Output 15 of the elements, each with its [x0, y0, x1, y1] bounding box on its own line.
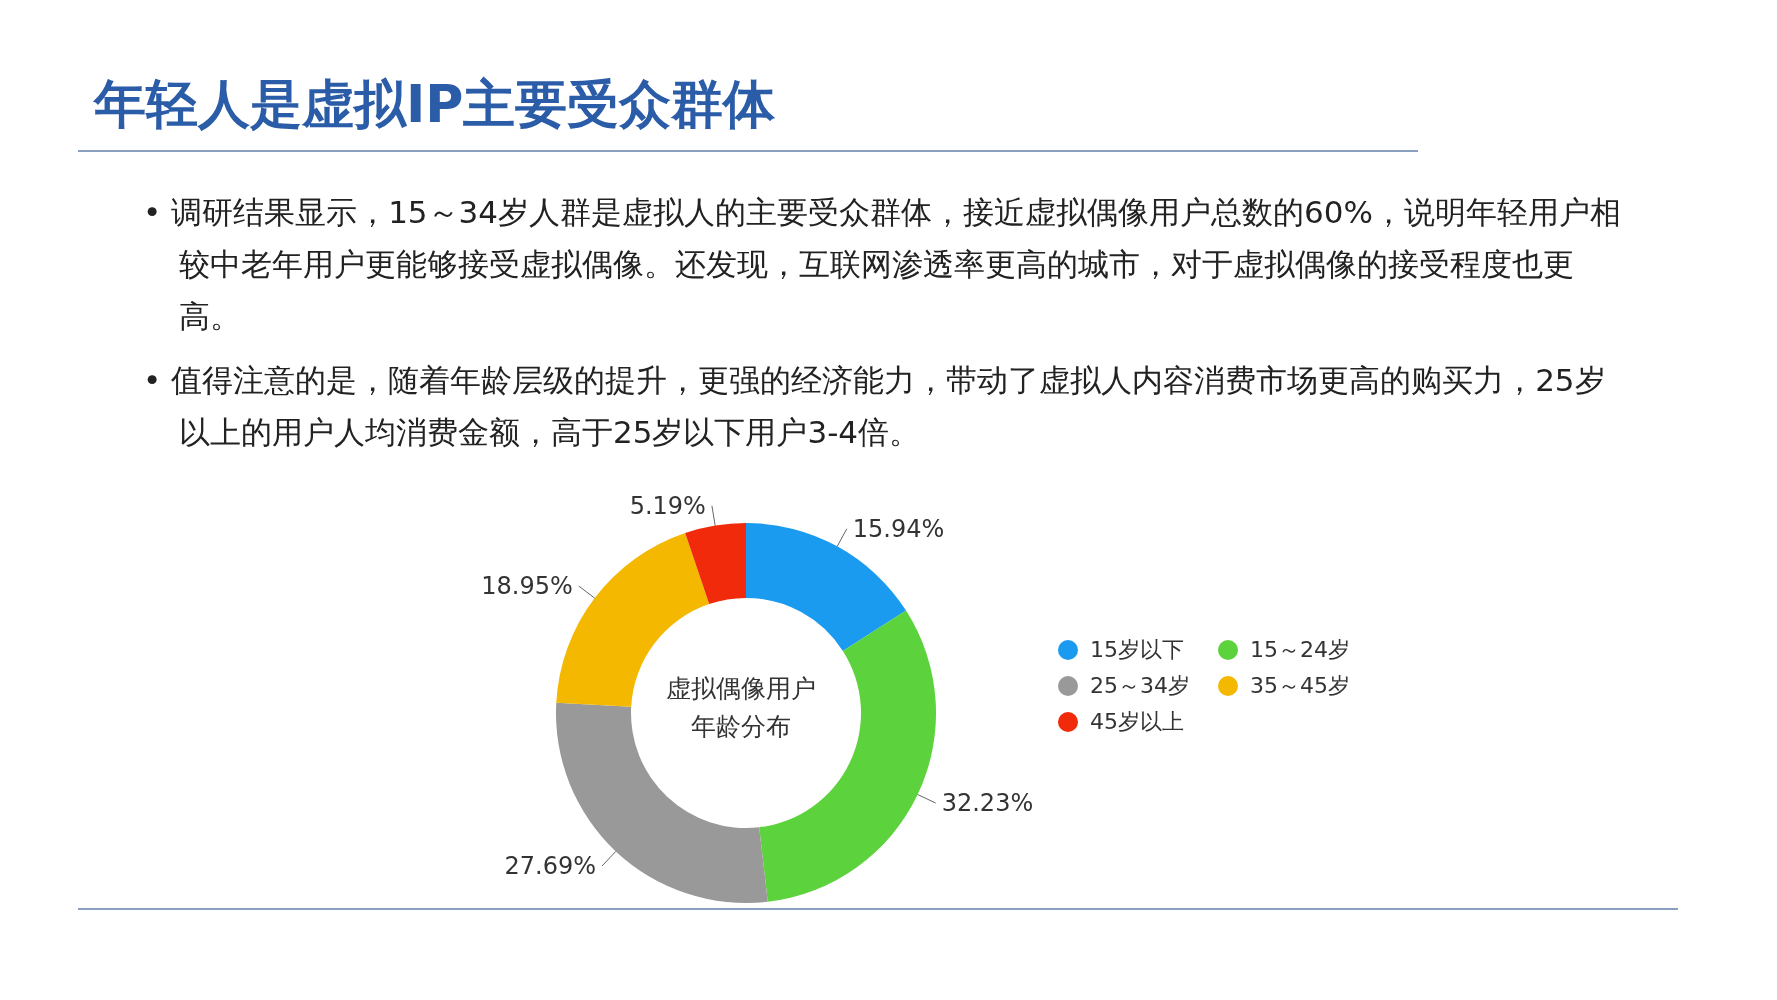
data-label: 32.23%	[941, 789, 1034, 818]
text: • 值得注意的是，随着年龄层级的提升，更强的经济能力，带动了虚拟人内容消费市场更高的购买力，25岁以上的用户人均消费金额，高于25岁以下用户3-4倍。	[143, 361, 1607, 452]
data-label: 27.69%	[504, 851, 597, 880]
chart-title: 年轻人是虚拟IP主要受众群体	[94, 73, 776, 136]
legend-label: 15岁以下	[1090, 636, 1184, 664]
legend-label: 25～34岁	[1090, 672, 1190, 700]
legend-label: 15～24岁	[1250, 636, 1350, 664]
donut-slice	[685, 523, 746, 605]
legend-label: 35～45岁	[1250, 672, 1350, 700]
legend-label: 45岁以上	[1090, 708, 1184, 736]
data-label: 15.94%	[852, 514, 945, 543]
text: • 调研结果显示，15～34岁人群是虚拟人的主要受众群体，接近虚拟偶像用户总数的60%，说明年轻用户相较中老年用户更能够接受虚拟偶像。还发现，互联网渗透率更高的城市，对于虚拟偶像的接受程度也更高。	[143, 193, 1622, 336]
text: 虚拟偶像用户年龄分布	[665, 673, 817, 743]
data-label: 18.95%	[481, 572, 573, 601]
data-label: 5.19%	[629, 491, 706, 520]
